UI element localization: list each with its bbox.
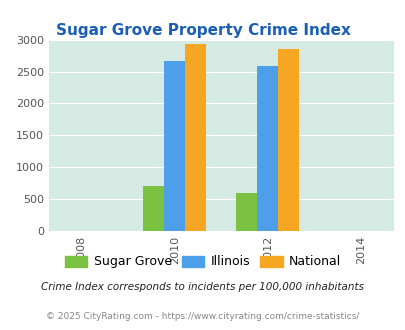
Bar [278,49,298,231]
Text: Sugar Grove Property Crime Index: Sugar Grove Property Crime Index [55,23,350,38]
Bar [185,44,206,231]
Bar [143,186,164,231]
Bar [257,66,278,231]
Bar [164,61,185,231]
Bar [236,193,257,231]
Text: Crime Index corresponds to incidents per 100,000 inhabitants: Crime Index corresponds to incidents per… [41,282,364,292]
Text: © 2025 CityRating.com - https://www.cityrating.com/crime-statistics/: © 2025 CityRating.com - https://www.city… [46,312,359,321]
Legend: Sugar Grove, Illinois, National: Sugar Grove, Illinois, National [60,250,345,274]
